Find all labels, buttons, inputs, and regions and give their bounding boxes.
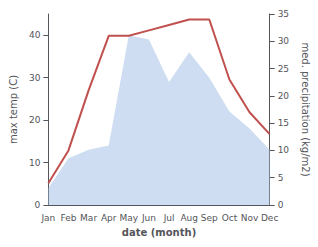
svg-text:Oct: Oct (222, 213, 238, 223)
svg-text:5: 5 (278, 173, 284, 183)
svg-text:15: 15 (278, 118, 289, 128)
svg-text:20: 20 (278, 91, 290, 101)
svg-text:Sep: Sep (201, 213, 218, 223)
svg-text:Jan: Jan (40, 213, 55, 223)
svg-text:10: 10 (29, 158, 41, 168)
svg-text:Jul: Jul (163, 213, 175, 223)
svg-text:30: 30 (29, 73, 41, 83)
svg-text:Nov: Nov (241, 213, 259, 223)
svg-text:20: 20 (29, 115, 41, 125)
svg-text:Aug: Aug (180, 213, 198, 223)
svg-text:0: 0 (278, 200, 284, 210)
svg-text:40: 40 (29, 30, 41, 40)
svg-text:max temp (C): max temp (C) (8, 75, 19, 144)
svg-text:35: 35 (278, 9, 289, 19)
svg-text:Apr: Apr (101, 213, 117, 223)
svg-text:date (month): date (month) (122, 227, 196, 238)
svg-text:Jun: Jun (141, 213, 156, 223)
svg-text:0: 0 (35, 200, 41, 210)
svg-text:30: 30 (278, 36, 290, 46)
svg-text:May: May (120, 213, 139, 223)
svg-text:Feb: Feb (61, 213, 77, 223)
svg-text:25: 25 (278, 64, 289, 74)
svg-text:Mar: Mar (80, 213, 97, 223)
svg-text:10: 10 (278, 145, 290, 155)
svg-text:Dec: Dec (261, 213, 278, 223)
svg-text:med. precipitation (kg/m2): med. precipitation (kg/m2) (300, 42, 311, 176)
